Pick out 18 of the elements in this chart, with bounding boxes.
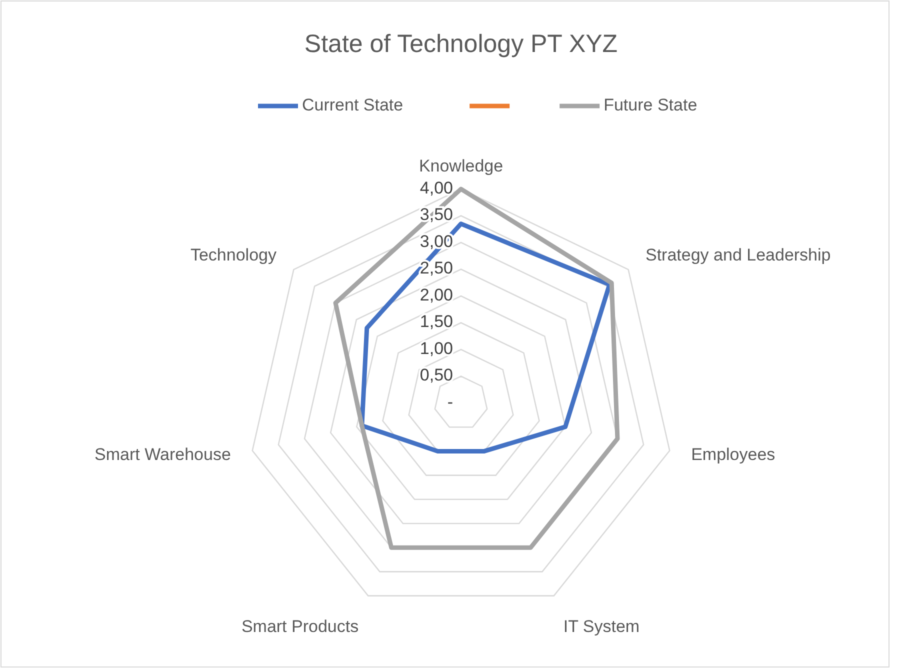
spoke-label: IT System <box>563 617 640 636</box>
y-tick-label: 2,00 <box>420 285 453 304</box>
y-tick-label: 1,00 <box>420 338 453 358</box>
spoke-label: Employees <box>691 445 776 464</box>
y-tick-label: 2,50 <box>420 258 453 278</box>
spoke-label: Smart Warehouse <box>94 445 231 464</box>
legend-label: Future State <box>604 95 698 114</box>
spoke-label: Knowledge <box>418 156 504 176</box>
y-tick-label: 0,50 <box>420 366 453 385</box>
spoke-label: Strategy and Leadership <box>646 245 831 264</box>
spoke-label: Smart Products <box>241 617 359 636</box>
spoke-label: Technology <box>190 245 277 264</box>
y-tick-label: - <box>447 392 453 412</box>
y-tick-label: 1,50 <box>420 312 453 332</box>
legend-label: Current State <box>302 95 404 114</box>
chart-title: State of Technology PT XYZ <box>304 30 618 58</box>
y-tick-label: 4,00 <box>420 178 453 198</box>
y-tick-label: 3,50 <box>420 205 453 224</box>
